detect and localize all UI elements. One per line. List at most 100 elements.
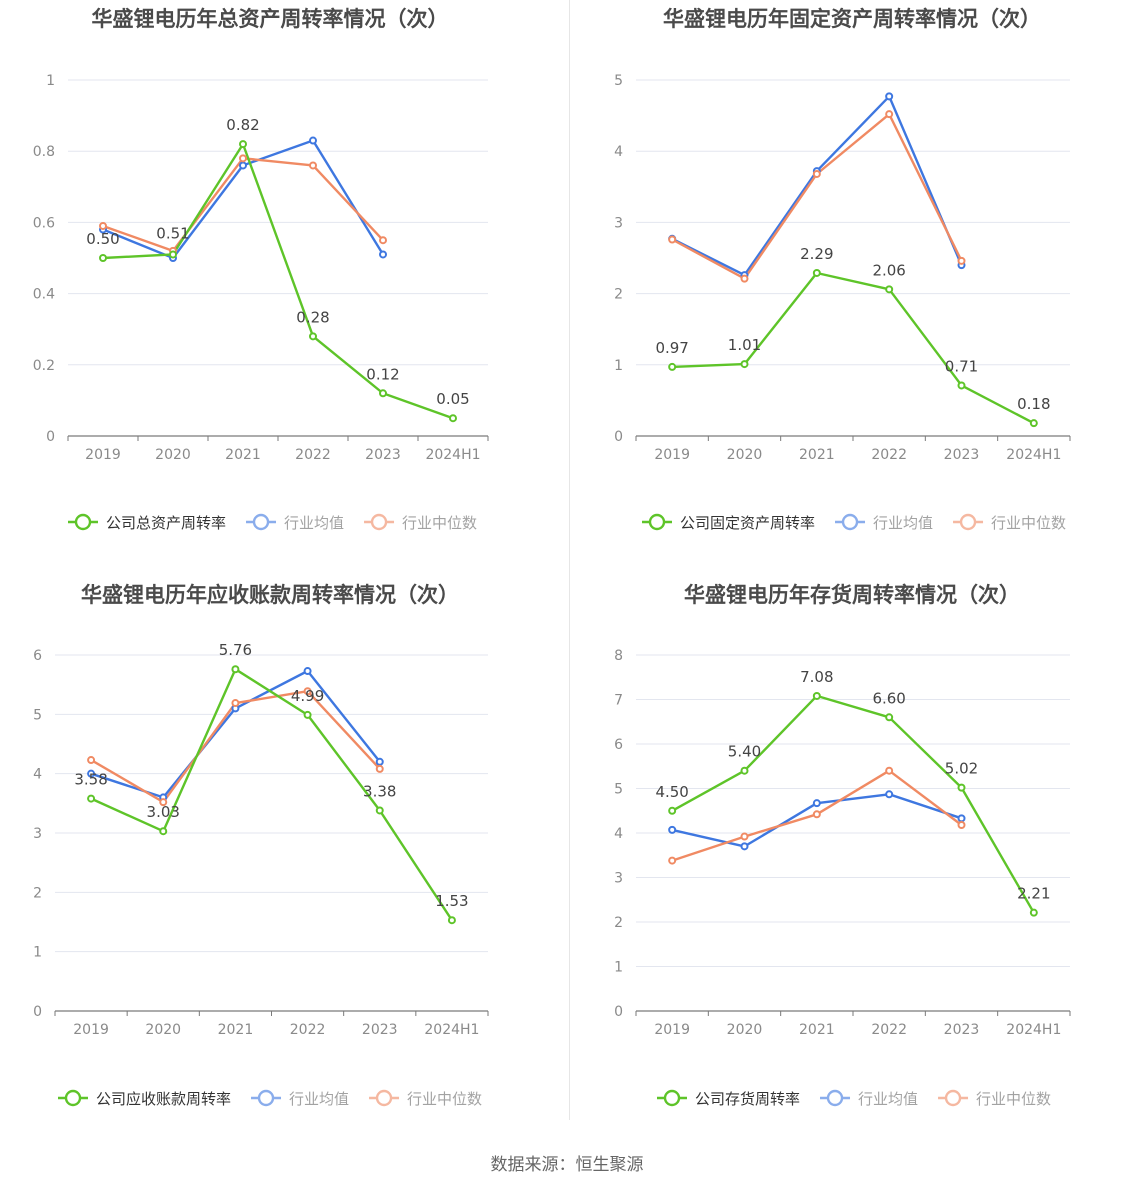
data-point-avg[interactable] bbox=[668, 825, 677, 834]
data-point-median[interactable] bbox=[740, 274, 749, 283]
data-point-median[interactable] bbox=[159, 798, 168, 807]
data-point-company[interactable] bbox=[740, 766, 749, 775]
legend-item-avg[interactable]: 行业均值 bbox=[246, 513, 344, 532]
data-point-median[interactable] bbox=[812, 169, 821, 178]
legend-item-avg[interactable]: 行业均值 bbox=[820, 1089, 918, 1108]
data-label: 0.50 bbox=[86, 230, 119, 248]
data-point-median[interactable] bbox=[303, 687, 312, 696]
data-point-company[interactable] bbox=[1029, 419, 1038, 428]
y-tick-label: 0.4 bbox=[33, 287, 55, 303]
y-tick-label: 0.6 bbox=[33, 215, 55, 231]
data-point-company[interactable] bbox=[812, 691, 821, 700]
data-point-median[interactable] bbox=[668, 235, 677, 244]
data-point-median[interactable] bbox=[885, 766, 894, 775]
data-point-avg[interactable] bbox=[812, 799, 821, 808]
x-tick-label: 2024H1 bbox=[425, 447, 480, 463]
data-point-avg[interactable] bbox=[885, 790, 894, 799]
legend-marker-icon bbox=[648, 513, 666, 531]
data-point-company[interactable] bbox=[885, 285, 894, 294]
legend-item-avg[interactable]: 行业均值 bbox=[251, 1089, 349, 1108]
data-point-company[interactable] bbox=[957, 783, 966, 792]
legend-item-median[interactable]: 行业中位数 bbox=[938, 1089, 1051, 1108]
data-label: 6.60 bbox=[872, 689, 905, 707]
data-point-avg[interactable] bbox=[309, 136, 317, 145]
y-tick-label: 4 bbox=[33, 767, 42, 783]
x-tick-label: 2023 bbox=[365, 447, 401, 463]
data-point-median[interactable] bbox=[668, 856, 677, 865]
y-tick-label: 1 bbox=[614, 960, 623, 976]
chart-title: 华盛锂电历年存货周转率情况（次） bbox=[684, 583, 1020, 607]
data-point-company[interactable] bbox=[449, 414, 457, 423]
legend-item-company[interactable]: 公司应收账款周转率 bbox=[58, 1089, 231, 1108]
series-line-company bbox=[671, 694, 1035, 914]
y-tick-label: 4 bbox=[614, 144, 623, 160]
y-tick-label: 0 bbox=[33, 1004, 42, 1020]
data-point-company[interactable] bbox=[885, 713, 894, 722]
data-point-avg[interactable] bbox=[379, 250, 387, 259]
series-line-company bbox=[102, 142, 454, 420]
data-point-median[interactable] bbox=[812, 810, 821, 819]
y-tick-label: 5 bbox=[614, 73, 623, 89]
data-point-median[interactable] bbox=[379, 236, 387, 245]
data-point-avg[interactable] bbox=[303, 667, 312, 676]
chart-svg: 华盛锂电历年总资产周转率情况（次） 0 0.2 0.4 0.6 0.8 1 2019 2020 2… bbox=[33, 7, 489, 532]
x-tick-label: 2022 bbox=[871, 1022, 907, 1038]
data-point-company[interactable] bbox=[668, 806, 677, 815]
data-point-company[interactable] bbox=[239, 140, 247, 149]
data-point-company[interactable] bbox=[159, 827, 168, 836]
data-point-median[interactable] bbox=[87, 756, 96, 765]
data-point-company[interactable] bbox=[169, 250, 177, 259]
series-line-company bbox=[672, 271, 1035, 425]
data-point-avg[interactable] bbox=[87, 769, 96, 778]
chart-panel-receivable-turnover: 华盛锂电历年应收账款周转率情况（次） 0 1 2 3 4 5 6 2019 2020 2021 202… bbox=[0, 575, 567, 1150]
legend-marker-icon bbox=[826, 1089, 844, 1107]
data-point-median[interactable] bbox=[99, 221, 107, 230]
data-point-avg[interactable] bbox=[957, 814, 966, 823]
chart-title: 华盛锂电历年总资产周转率情况（次） bbox=[92, 7, 449, 31]
legend-marker-icon bbox=[959, 513, 977, 531]
y-tick-label: 3 bbox=[33, 826, 42, 842]
legend-marker-icon bbox=[74, 513, 92, 531]
data-point-median[interactable] bbox=[239, 154, 247, 163]
data-point-median[interactable] bbox=[957, 820, 966, 829]
data-point-median[interactable] bbox=[885, 110, 894, 119]
data-point-avg[interactable] bbox=[740, 842, 749, 851]
data-point-company[interactable] bbox=[303, 710, 312, 719]
data-point-company[interactable] bbox=[668, 362, 677, 371]
data-point-avg[interactable] bbox=[375, 757, 384, 766]
data-label: 1.01 bbox=[728, 336, 761, 354]
legend-item-company[interactable]: 公司总资产周转率 bbox=[68, 513, 226, 532]
data-point-company[interactable] bbox=[447, 916, 456, 925]
y-tick-label: 0.2 bbox=[33, 358, 55, 374]
data-point-median[interactable] bbox=[957, 256, 966, 265]
data-point-median[interactable] bbox=[375, 764, 384, 773]
data-point-company[interactable] bbox=[379, 389, 387, 398]
legend-item-avg[interactable]: 行业均值 bbox=[835, 513, 933, 532]
data-point-avg[interactable] bbox=[885, 92, 894, 101]
data-point-median[interactable] bbox=[231, 699, 240, 708]
legend-item-company[interactable]: 公司固定资产周转率 bbox=[642, 513, 815, 532]
y-tick-label: 7 bbox=[614, 693, 623, 709]
legend-item-median[interactable]: 行业中位数 bbox=[364, 513, 477, 532]
x-tick-label: 2019 bbox=[73, 1022, 109, 1038]
data-label: 3.58 bbox=[74, 771, 107, 789]
series-line-median bbox=[102, 157, 384, 253]
data-point-company[interactable] bbox=[957, 381, 966, 390]
data-point-avg[interactable] bbox=[239, 161, 247, 170]
x-tick-label: 2022 bbox=[871, 447, 907, 463]
legend-label: 行业中位数 bbox=[407, 1090, 482, 1108]
data-point-company[interactable] bbox=[375, 806, 384, 815]
data-point-company[interactable] bbox=[99, 254, 107, 262]
data-point-median[interactable] bbox=[309, 161, 317, 170]
data-point-company[interactable] bbox=[740, 360, 749, 369]
legend-item-median[interactable]: 行业中位数 bbox=[953, 513, 1066, 532]
legend-label: 行业中位数 bbox=[991, 514, 1066, 532]
data-point-company[interactable] bbox=[812, 268, 821, 277]
data-point-company[interactable] bbox=[1029, 908, 1038, 917]
data-point-company[interactable] bbox=[231, 665, 240, 674]
legend-item-median[interactable]: 行业中位数 bbox=[369, 1089, 482, 1108]
data-point-company[interactable] bbox=[87, 794, 96, 803]
data-point-median[interactable] bbox=[740, 832, 749, 841]
legend-item-company[interactable]: 公司存货周转率 bbox=[657, 1089, 800, 1108]
data-point-company[interactable] bbox=[309, 332, 317, 341]
